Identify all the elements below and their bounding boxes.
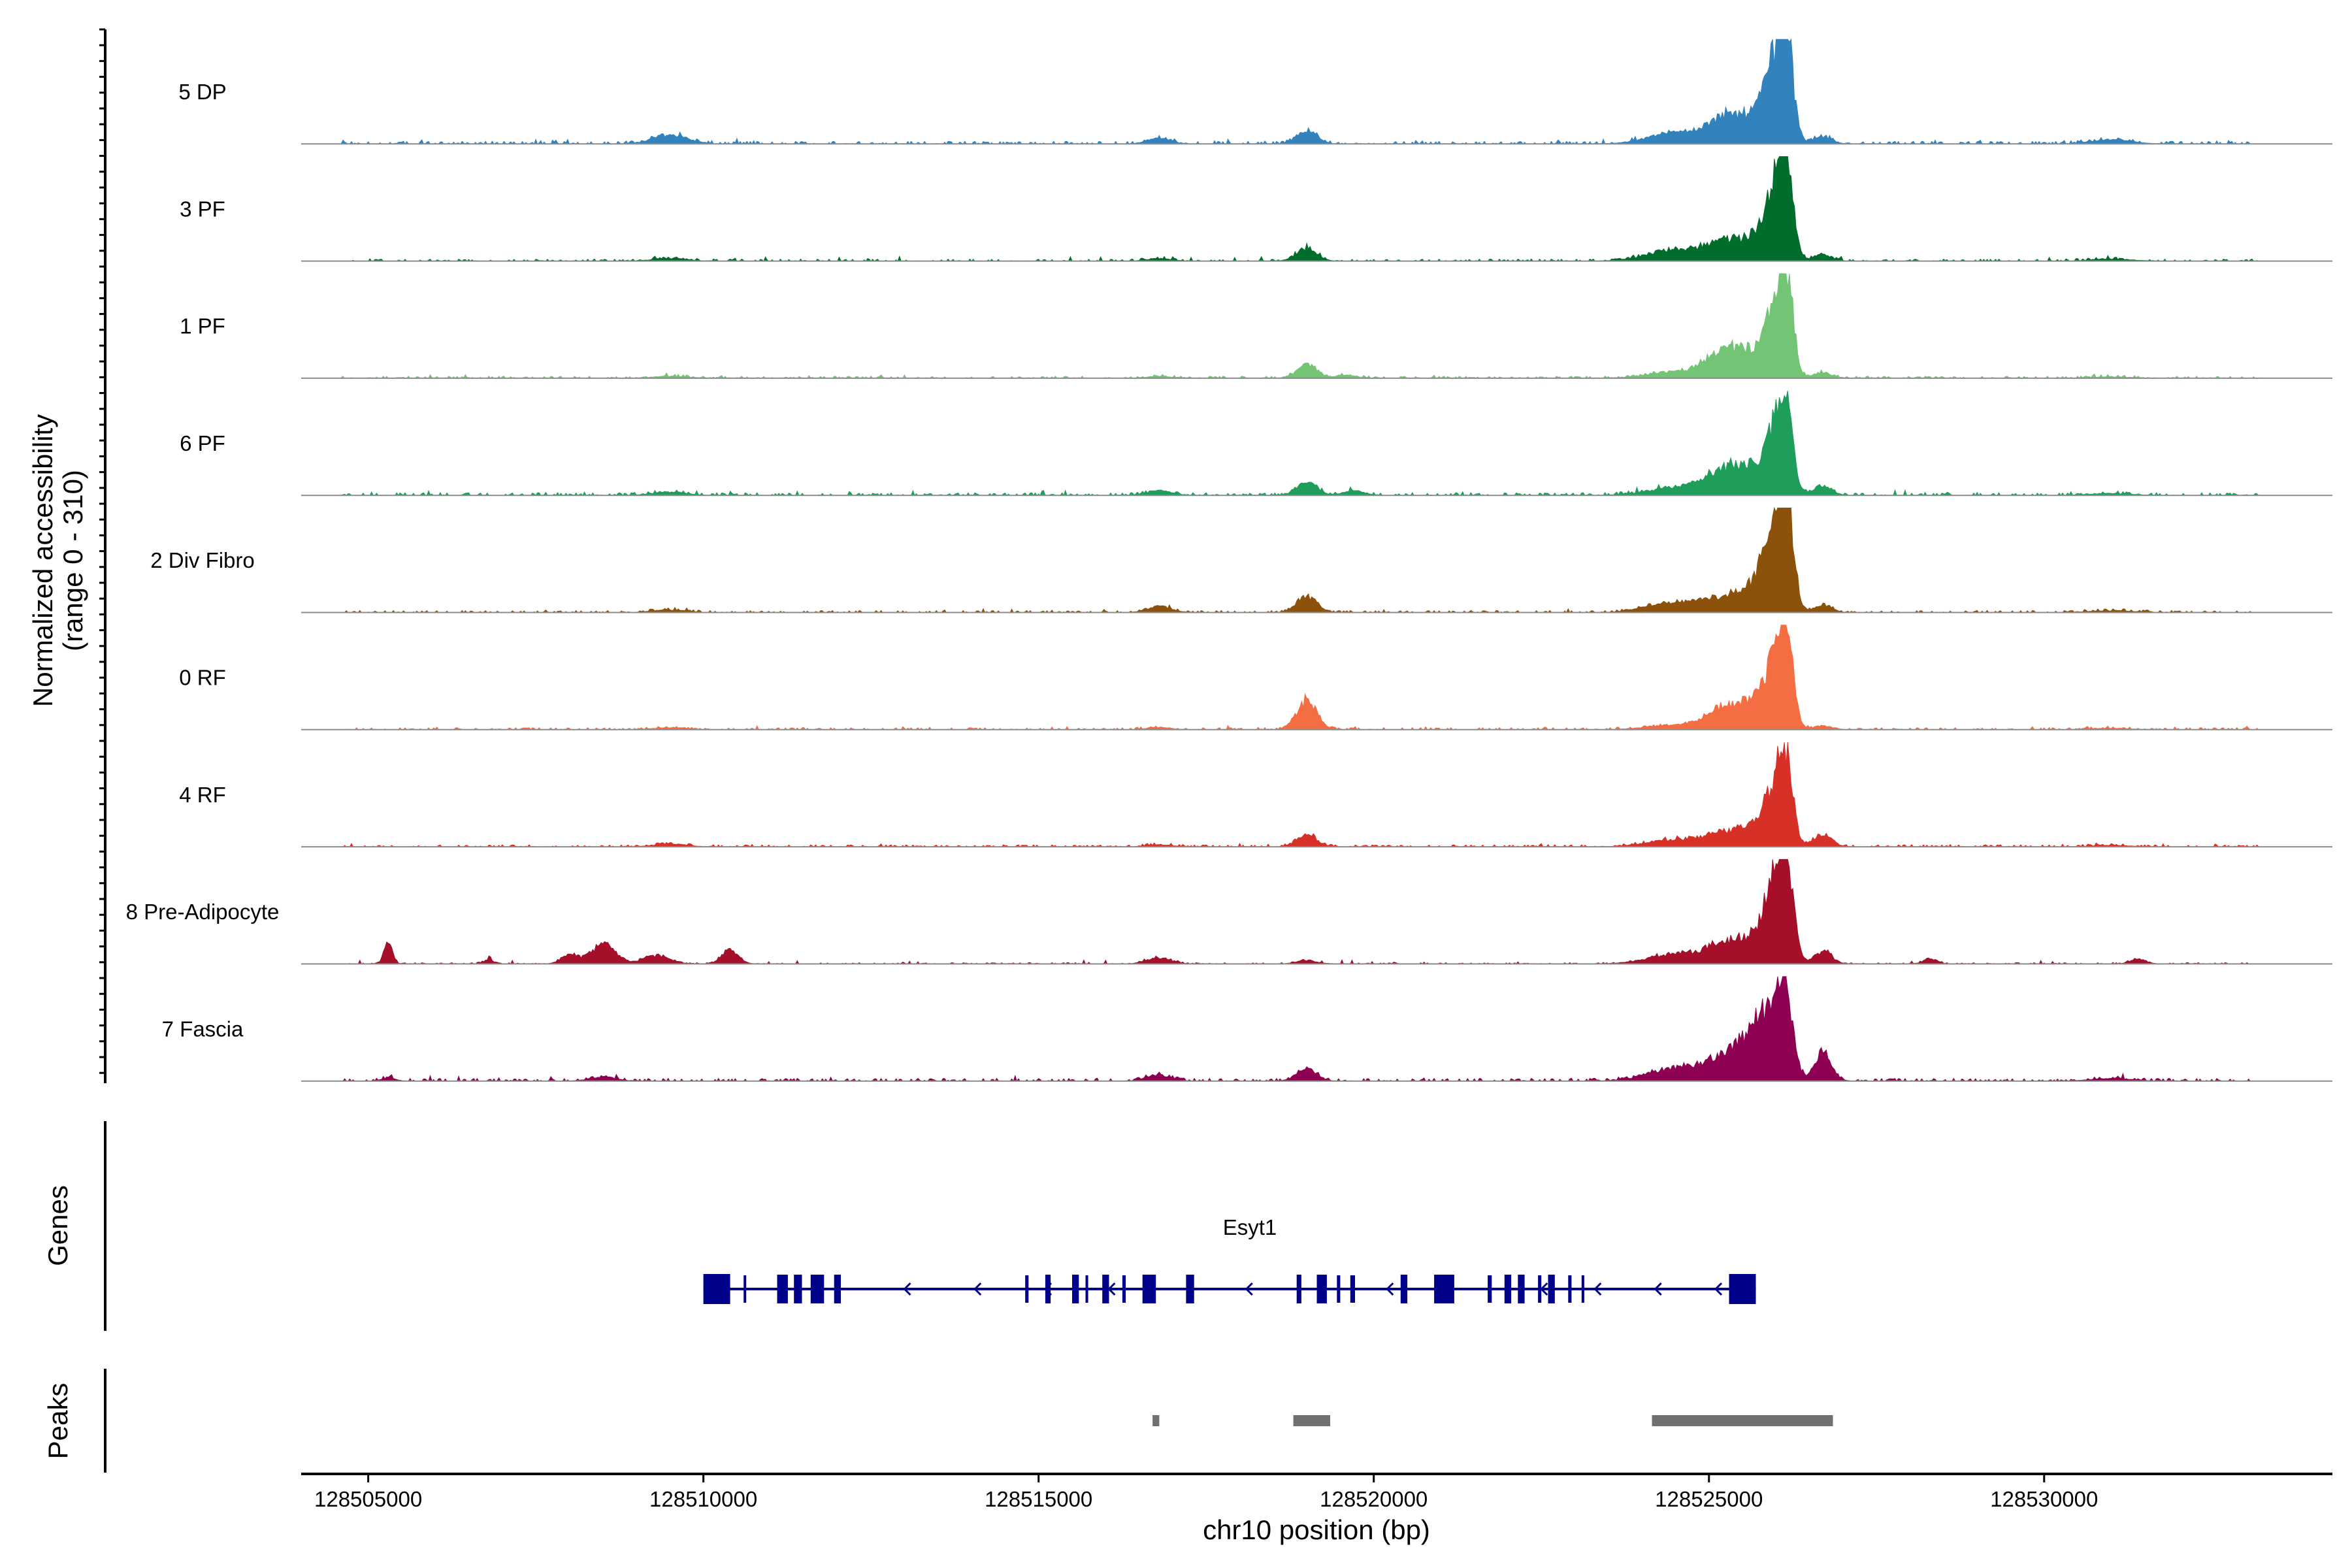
strand-arrow <box>1540 1282 1548 1296</box>
peak-region <box>1293 1415 1330 1426</box>
strand-arrow <box>1245 1282 1253 1296</box>
exon <box>743 1275 747 1303</box>
strand-arrow <box>973 1282 982 1296</box>
exon <box>1025 1275 1029 1303</box>
track-label: 0 RF <box>179 666 226 690</box>
y-axis-minor-ticks <box>99 28 105 1074</box>
coverage-area <box>341 273 2259 379</box>
track-1-pf: 1 PF <box>180 273 2332 379</box>
strand-arrow <box>1043 1282 1053 1296</box>
track-label: 8 Pre-Adipocyte <box>126 900 280 924</box>
exon <box>1488 1275 1492 1303</box>
exon <box>1518 1275 1525 1303</box>
exon <box>1337 1275 1341 1303</box>
gene-name-label: Esyt1 <box>1223 1215 1277 1239</box>
track-0-rf: 0 RF <box>179 625 2332 730</box>
exon <box>1568 1275 1572 1303</box>
strand-arrow <box>1654 1282 1662 1296</box>
coverage-area <box>341 625 2260 730</box>
exon <box>1072 1275 1079 1303</box>
exon <box>1122 1275 1126 1303</box>
track-label: 7 Fascia <box>162 1017 244 1041</box>
track-3-pf: 3 PF <box>180 156 2332 262</box>
coverage-area <box>341 38 2259 145</box>
x-tick-label: 128525000 <box>1655 1487 1763 1511</box>
exon <box>1504 1275 1512 1303</box>
strand-arrow <box>1107 1282 1116 1296</box>
exon <box>1538 1275 1542 1303</box>
exon <box>1316 1275 1327 1303</box>
x-axis-title: chr10 position (bp) <box>1203 1514 1430 1545</box>
track-5-dp: 5 DP <box>178 38 2332 145</box>
track-label: 2 Div Fibro <box>150 548 255 572</box>
exon <box>834 1275 841 1303</box>
strand-arrow <box>1714 1282 1723 1296</box>
track-7-fascia: 7 Fascia <box>162 976 2332 1082</box>
y-axis-range: (range 0 - 310) <box>57 470 88 651</box>
coverage-area <box>341 506 2259 613</box>
x-tick-label: 128520000 <box>1320 1487 1428 1511</box>
exon <box>1548 1275 1555 1303</box>
coverage-area <box>341 742 2259 847</box>
exon <box>1142 1275 1156 1303</box>
coverage-area <box>341 156 2259 262</box>
y-axis-title: Normalized accessibility <box>27 414 58 707</box>
x-tick-label: 128510000 <box>649 1487 757 1511</box>
x-tick-label: 128530000 <box>1990 1487 2098 1511</box>
strand-arrow <box>1386 1282 1394 1296</box>
strand-arrow <box>903 1282 911 1296</box>
coverage-area <box>341 976 2259 1082</box>
exon <box>1350 1275 1355 1303</box>
track-label: 3 PF <box>180 197 225 221</box>
coverage-tracks: 5 DP 3 PF 1 PF 6 PF 2 Div Fibro 0 RF 4 RF 8 Pre… <box>126 38 2332 1082</box>
x-tick-label: 128515000 <box>985 1487 1092 1511</box>
exon <box>1085 1275 1088 1303</box>
exon <box>1296 1275 1301 1303</box>
peak-region <box>1152 1415 1160 1426</box>
genes-track-label: Genes <box>42 1185 73 1266</box>
peaks-track-label: Peaks <box>42 1383 73 1460</box>
track-label: 5 DP <box>178 80 226 104</box>
coverage-area <box>341 391 2260 497</box>
peak-region <box>1652 1415 1833 1426</box>
strand-arrow <box>1593 1282 1602 1296</box>
exon <box>1045 1275 1051 1303</box>
track-label: 4 RF <box>179 783 226 807</box>
track-4-rf: 4 RF <box>179 742 2332 848</box>
track-label: 1 PF <box>180 314 225 338</box>
exon <box>1729 1274 1756 1304</box>
peak-regions <box>1152 1415 1833 1426</box>
track-label: 6 PF <box>180 431 225 455</box>
exon <box>810 1275 825 1303</box>
exon <box>1102 1275 1109 1303</box>
exon <box>1434 1275 1454 1303</box>
exon <box>1400 1275 1408 1303</box>
track-2-div-fibro: 2 Div Fibro <box>150 506 2332 613</box>
exon <box>777 1275 788 1303</box>
strand-arrow <box>1318 1282 1327 1296</box>
track-8-pre-adipocyte: 8 Pre-Adipocyte <box>126 858 2332 965</box>
x-axis-ticks: 128505000 128510000 128515000 128520000 1285… <box>314 1474 2098 1511</box>
exon <box>703 1274 730 1304</box>
track-6-pf: 6 PF <box>180 391 2332 497</box>
coverage-area <box>341 858 2259 965</box>
x-tick-label: 128505000 <box>314 1487 422 1511</box>
exon <box>794 1275 802 1303</box>
gene-model <box>703 1274 1756 1304</box>
exon <box>1186 1275 1194 1303</box>
exon <box>1581 1275 1584 1303</box>
